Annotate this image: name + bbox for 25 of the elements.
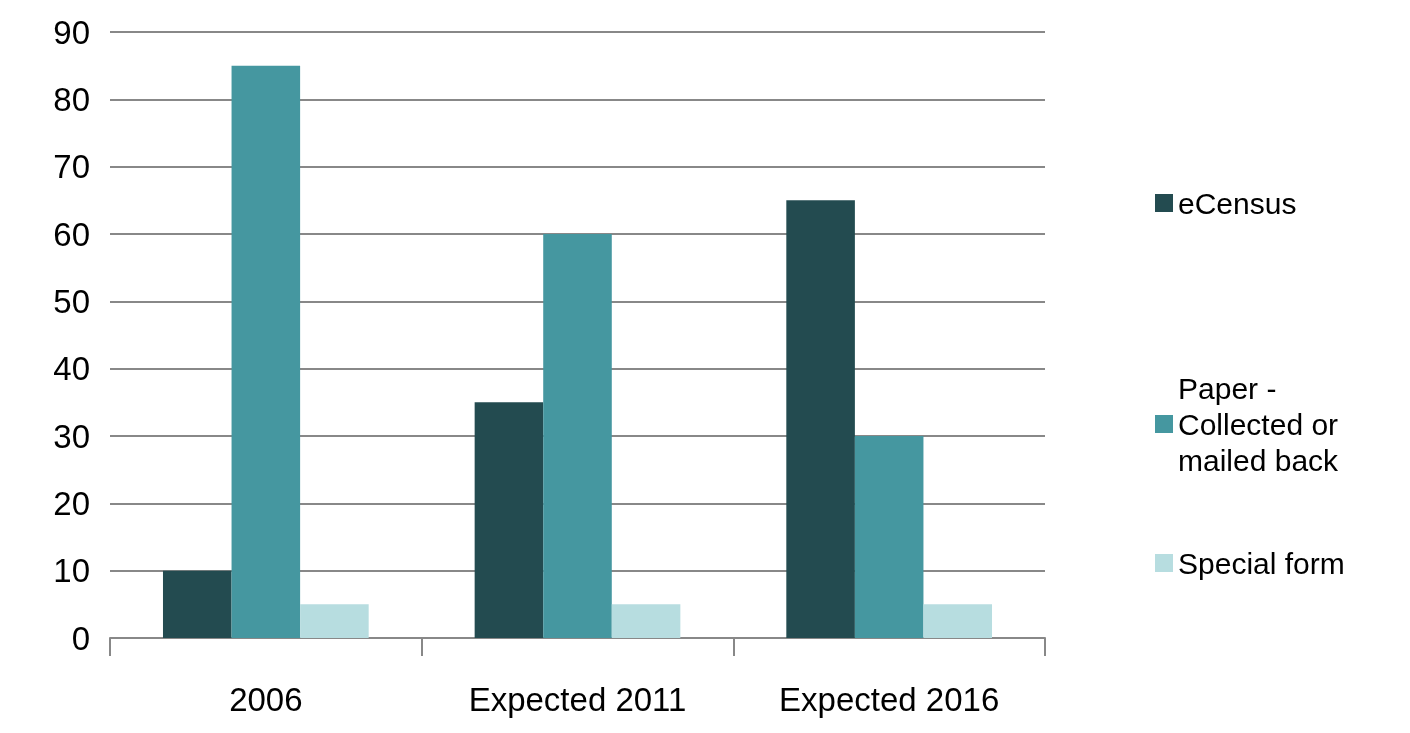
bar	[162, 570, 232, 638]
y-tick-label: 60	[53, 215, 90, 253]
legend-label: Paper - Collected or mailed back	[1178, 371, 1347, 477]
bar	[923, 604, 993, 638]
y-tick-label: 50	[53, 282, 90, 320]
y-tick-label: 20	[53, 484, 90, 522]
y-tick-label: 40	[53, 350, 90, 388]
bar	[543, 234, 612, 638]
x-tick-label: Expected 2011	[468, 681, 687, 718]
bar	[854, 436, 924, 638]
bar	[611, 604, 681, 638]
x-tick-label: 2006	[229, 681, 303, 718]
y-tick-label: 0	[71, 619, 90, 657]
x-tick-label: Expected 2016	[779, 681, 1000, 718]
bar	[231, 65, 301, 638]
bar	[786, 200, 855, 638]
bar	[474, 402, 544, 638]
bar	[300, 604, 369, 638]
legend-label: eCensus	[1178, 186, 1297, 220]
y-tick-label: 30	[53, 417, 90, 455]
y-tick-label: 70	[53, 148, 90, 186]
y-tick-label: 80	[53, 80, 90, 118]
legend-label: Special form	[1178, 546, 1345, 580]
y-tick-label: 90	[53, 13, 90, 51]
y-tick-label: 10	[53, 552, 90, 590]
